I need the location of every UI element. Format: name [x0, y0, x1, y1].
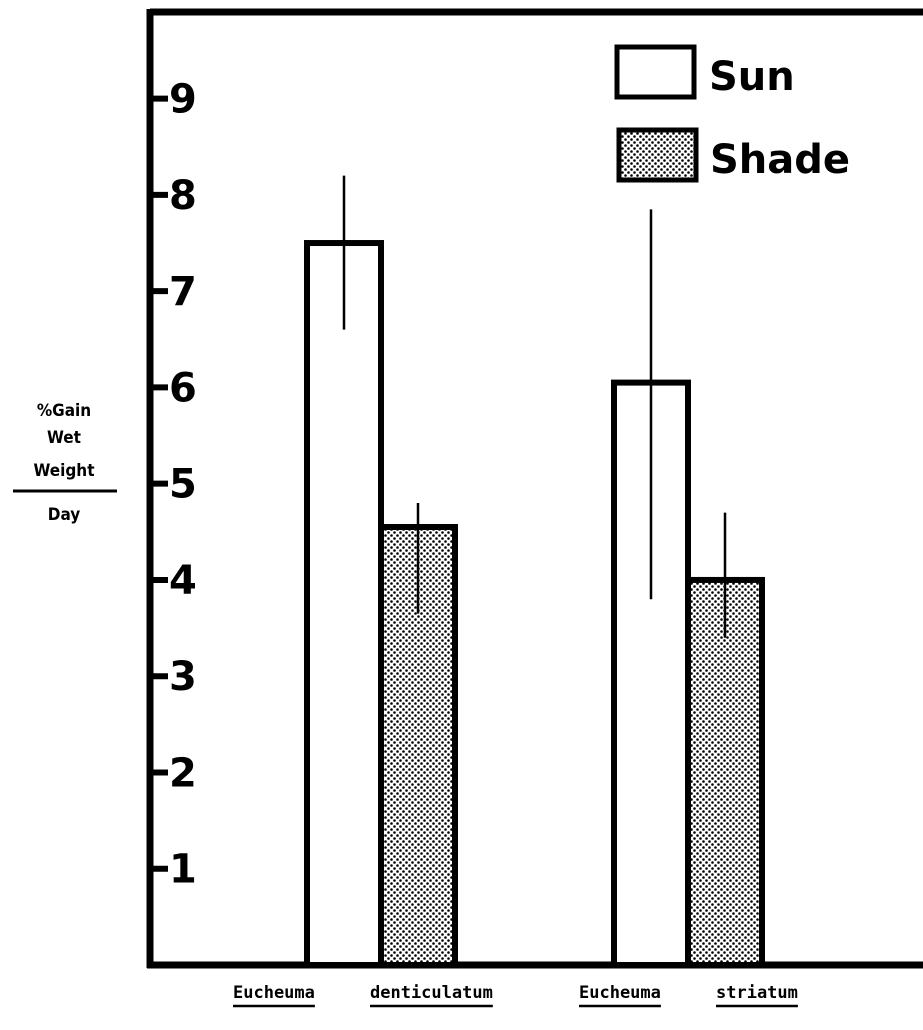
y-axis-title-line-1: %Gain	[37, 401, 91, 421]
y-tick-label: 7	[169, 269, 197, 315]
y-tick-label: 6	[169, 365, 197, 411]
category-1-word-2: denticulatum	[370, 983, 493, 1003]
y-tick-label: 8	[169, 173, 197, 219]
y-tick-label: 9	[169, 77, 197, 123]
y-tick-label: 4	[169, 558, 197, 604]
legend-swatch-shade	[616, 127, 699, 183]
y-tick-label: 5	[169, 462, 197, 508]
legend-label-sun: Sun	[709, 54, 795, 100]
y-axis-title: %Gain Wet Weight Day	[13, 401, 117, 525]
error-bars	[342, 175, 727, 638]
category-2-word-2: striatum	[716, 983, 798, 1003]
bars	[304, 240, 765, 969]
legend-swatch-sun	[614, 44, 697, 100]
bar-sun-1	[304, 240, 384, 969]
legend: Sun Shade	[614, 44, 850, 183]
y-tick-label: 3	[169, 654, 197, 700]
y-axis-title-denominator: Day	[48, 505, 80, 525]
y-axis-title-line-3: Weight	[33, 461, 94, 481]
category-2-word-1: Eucheuma	[579, 983, 661, 1003]
y-tick-label: 1	[169, 847, 197, 893]
y-ticks: 1 2 3 4 5 6 7 8 9	[150, 77, 197, 893]
plot-frame	[146, 8, 923, 969]
category-1-word-1: Eucheuma	[233, 983, 315, 1003]
y-axis-title-line-2: Wet	[47, 428, 81, 448]
x-axis-category-labels: Eucheuma denticulatum Eucheuma striatum	[233, 983, 798, 1008]
legend-label-shade: Shade	[710, 137, 850, 183]
y-tick-label: 2	[169, 750, 197, 796]
